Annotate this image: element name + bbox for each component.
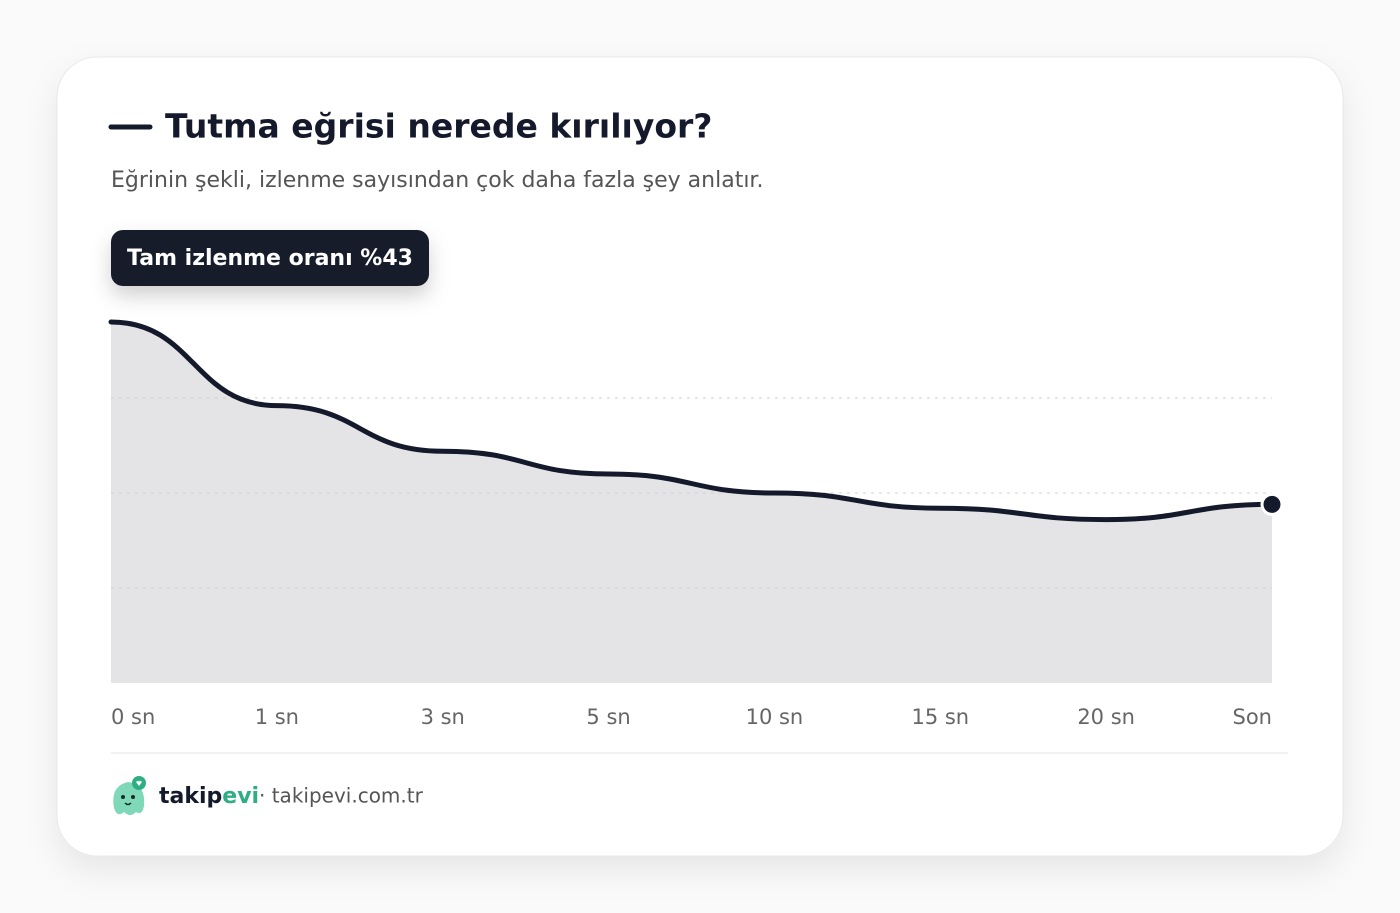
- site: · takipevi.com.tr: [259, 784, 424, 808]
- x-tick-label: 3 sn: [421, 705, 465, 729]
- brand-part: takip: [159, 784, 222, 809]
- x-tick-label: 15 sn: [911, 705, 969, 729]
- line: [108, 319, 1275, 523]
- x-tick-label: 5 sn: [586, 705, 630, 729]
- plot: 0 sn 1 sn 3 sn 5 sn 10 sn 15 sn 20 sn Son: [108, 319, 1284, 729]
- brand-part: evi: [222, 784, 259, 809]
- x-tick-label: 1 sn: [255, 705, 299, 729]
- logo: [113, 776, 146, 815]
- x-tick-label: 0 sn: [111, 705, 155, 729]
- subtitle: Eğrinin şekli, izlenme sayısından çok da…: [111, 168, 763, 193]
- x-tick-label: Son: [1233, 705, 1273, 729]
- x-tick-label: 20 sn: [1077, 705, 1135, 729]
- area: [111, 322, 1272, 683]
- chart-title: Tutma eğrisi nerede kırılıyor?: [165, 107, 712, 146]
- x-tick-label: 10 sn: [746, 705, 804, 729]
- badge: [111, 230, 429, 286]
- brand: takipevi: [159, 784, 259, 809]
- end-point: [1260, 492, 1284, 516]
- badge-text: Tam izlenme oranı %43: [127, 246, 413, 271]
